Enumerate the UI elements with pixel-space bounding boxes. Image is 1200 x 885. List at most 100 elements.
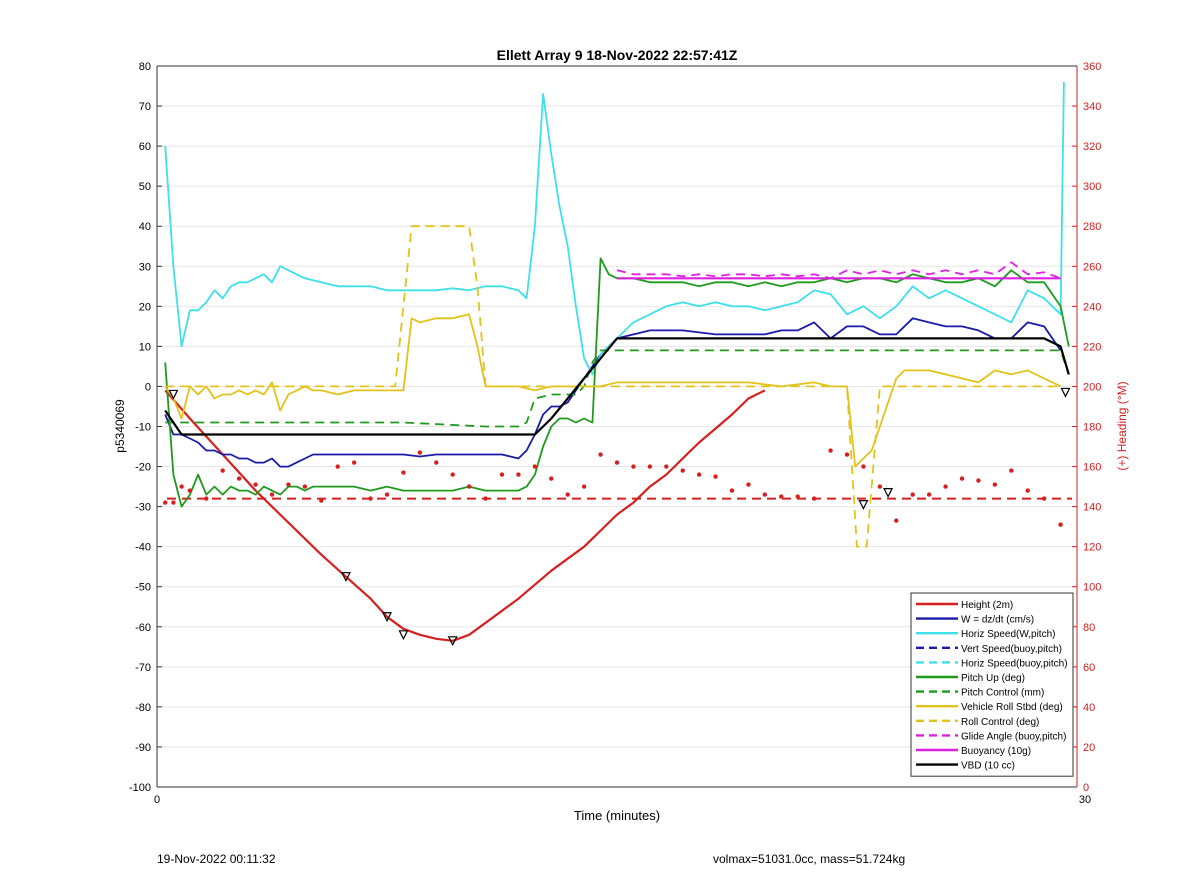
heading-point — [729, 488, 735, 493]
legend-item-label: Vehicle Roll Stbd (deg) — [961, 702, 1063, 713]
y-tick-label: 0 — [145, 381, 151, 393]
legend-item-label: Horiz Speed(buoy,pitch) — [961, 658, 1068, 669]
heading-point — [220, 468, 225, 473]
heading-point — [680, 468, 685, 473]
height-marker — [1060, 387, 1071, 398]
legend-item-label: Height (2m) — [961, 600, 1013, 611]
heading-point — [943, 484, 948, 489]
heading-point — [236, 476, 242, 481]
heading-point — [269, 492, 275, 497]
y2-tick-label: 100 — [1083, 582, 1101, 594]
heading-point — [598, 452, 603, 457]
y-tick-label: 60 — [139, 141, 151, 153]
heading-point — [1041, 496, 1047, 501]
footer-timestamp: 19-Nov-2022 00:11:32 — [157, 852, 276, 866]
y2-tick-label: 300 — [1083, 181, 1101, 193]
heading-point — [286, 482, 291, 487]
height-marker — [340, 572, 351, 583]
heading-point — [179, 484, 184, 489]
heading-point — [401, 470, 406, 475]
chart-title: Ellett Array 9 18-Nov-2022 22:57:41Z — [497, 47, 738, 63]
heading-point — [664, 464, 669, 469]
heading-point — [877, 484, 883, 489]
y-tick-label: -40 — [135, 542, 151, 554]
y-tick-label: 10 — [139, 341, 151, 353]
series-line-pitch-control-mm- — [165, 349, 1070, 428]
y2-tick-label: 140 — [1083, 502, 1101, 514]
y-tick-label: 30 — [139, 261, 151, 273]
legend-item-label: VBD (10 cc) — [961, 761, 1015, 772]
heading-point — [959, 476, 965, 481]
heading-point — [844, 452, 850, 457]
series-line-vehicle-roll-stbd-deg- — [164, 313, 1061, 468]
heading-point — [696, 472, 702, 477]
height-marker — [168, 389, 179, 400]
y-tick-label: -100 — [129, 782, 151, 794]
x-tick-label: 30 — [1079, 794, 1091, 806]
heading-point — [992, 482, 998, 487]
heading-point — [565, 492, 570, 497]
heading-point — [417, 450, 423, 455]
y2-tick-label: 340 — [1083, 101, 1101, 113]
y-tick-label: 20 — [139, 301, 151, 313]
height-marker — [382, 612, 392, 623]
y2-tick-label: 220 — [1083, 341, 1101, 353]
y2-tick-label: 20 — [1083, 742, 1095, 754]
heading-point — [811, 496, 817, 501]
y2-tick-label: 60 — [1083, 662, 1095, 674]
height-marker — [398, 630, 409, 641]
y-tick-label: -20 — [135, 462, 151, 474]
heading-point — [631, 464, 636, 469]
y2-tick-label: 200 — [1083, 381, 1101, 393]
heading-point — [368, 496, 373, 501]
y-tick-label: -10 — [135, 422, 151, 434]
y-axis-label: p5340069 — [113, 399, 127, 453]
y2-tick-label: 240 — [1083, 301, 1101, 313]
heading-point — [499, 472, 505, 477]
legend-item-label: Glide Angle (buoy,pitch) — [961, 731, 1066, 742]
series-line-glide-angle-buoy-pitch- — [616, 261, 1061, 280]
heading-point — [335, 464, 340, 469]
heading-point — [1058, 522, 1063, 527]
series-line-height-2m- — [164, 389, 766, 642]
legend-item-label: Horiz Speed(W,pitch) — [961, 629, 1055, 640]
heading-point — [466, 484, 472, 489]
heading-point — [861, 464, 866, 469]
x-tick-label: 0 — [154, 794, 160, 806]
y2-axis-label: (+) Heading (°M) — [1115, 381, 1129, 470]
heading-point — [516, 472, 521, 477]
heading-point — [647, 464, 653, 469]
series-line-w-dz-dt-cm-s- — [164, 317, 1062, 468]
y-tick-label: -80 — [135, 702, 151, 714]
height-marker — [447, 636, 458, 647]
y2-tick-label: 360 — [1083, 61, 1101, 73]
y-tick-label: -70 — [135, 662, 151, 674]
height-marker — [883, 487, 894, 498]
heading-point — [910, 492, 915, 497]
heading-point — [187, 488, 193, 493]
heading-point — [351, 460, 357, 465]
x-axis-label: Time (minutes) — [574, 808, 660, 823]
heading-point — [1025, 488, 1030, 493]
y-tick-label: -60 — [135, 622, 151, 634]
heading-point — [713, 474, 718, 479]
y2-tick-label: 80 — [1083, 622, 1095, 634]
heading-point — [614, 460, 620, 465]
heading-point — [532, 464, 538, 469]
y2-tick-label: 160 — [1083, 462, 1101, 474]
heading-point — [253, 482, 258, 487]
y-tick-label: 80 — [139, 61, 151, 73]
heading-point — [926, 492, 932, 497]
heading-point — [171, 500, 176, 505]
legend-item-label: Buoyancy (10g) — [961, 746, 1031, 757]
y2-tick-label: 40 — [1083, 702, 1095, 714]
heading-point — [434, 460, 439, 465]
legend-box — [910, 592, 1074, 777]
series-line-horiz-speed-w-pitch- — [164, 81, 1065, 376]
heading-point — [746, 482, 751, 487]
y2-tick-label: 120 — [1083, 542, 1101, 554]
heading-point — [450, 472, 455, 477]
legend-item-label: Vert Speed(buoy,pitch) — [961, 644, 1062, 655]
heading-point — [483, 496, 488, 501]
heading-point — [762, 492, 768, 497]
